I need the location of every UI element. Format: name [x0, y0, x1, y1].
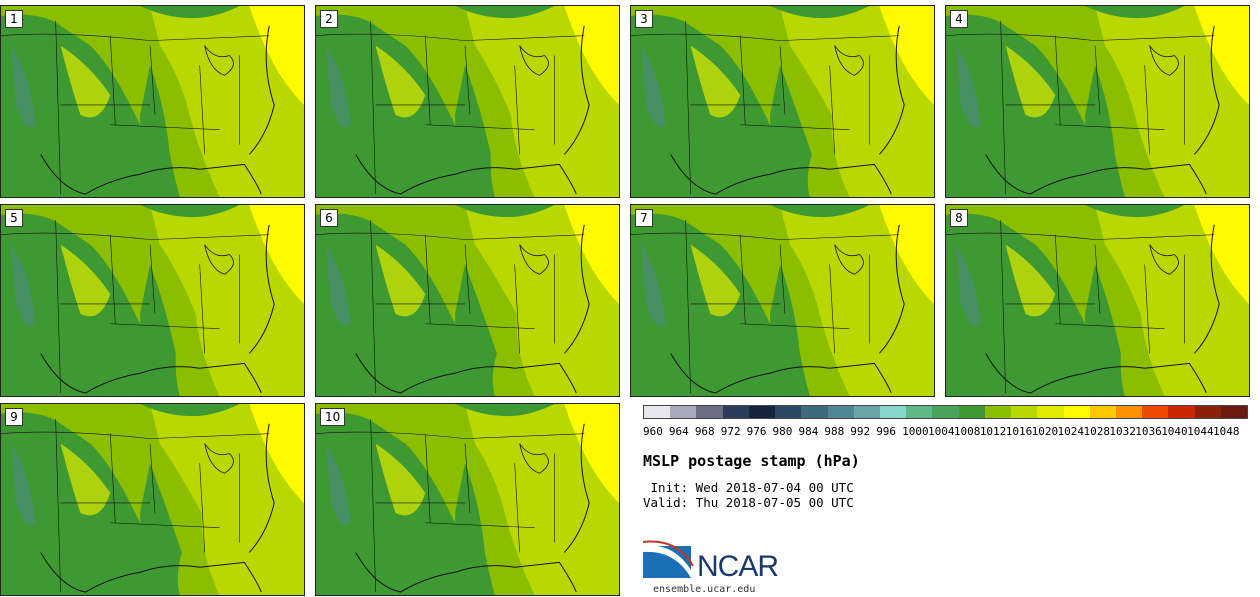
site-url: ensemble.ucar.edu	[653, 584, 756, 595]
mslp-map	[316, 205, 619, 396]
mslp-map	[946, 205, 1249, 396]
mslp-map	[631, 205, 934, 396]
legend-swatch	[1011, 406, 1038, 418]
legend-label: 980	[772, 425, 793, 438]
legend-label: 992	[850, 425, 871, 438]
legend-label: 1000	[902, 425, 929, 438]
logo-text: NCAR	[697, 550, 779, 583]
map-panel-6: 6	[315, 204, 620, 397]
legend-swatch	[775, 406, 802, 418]
legend-swatch	[748, 406, 776, 418]
legend-label: 1020	[1031, 425, 1059, 438]
member-number: 9	[5, 408, 23, 426]
init-time: Init: Wed 2018-07-04 00 UTC	[643, 480, 854, 495]
legend-swatch	[1194, 406, 1221, 418]
member-number: 2	[320, 10, 338, 28]
legend-label: 1040	[1161, 425, 1188, 438]
member-number: 5	[5, 209, 23, 227]
map-panel-10: 10	[315, 403, 620, 596]
legend-swatch	[1220, 406, 1248, 418]
legend-label: 1016	[1005, 425, 1033, 438]
mslp-map	[316, 404, 619, 595]
map-panel-8: 8	[945, 204, 1250, 397]
legend-swatch	[906, 406, 933, 418]
legend-label: 988	[824, 425, 845, 438]
legend-label: 968	[694, 425, 715, 438]
legend-swatch	[801, 406, 828, 418]
legend-swatch	[670, 406, 697, 418]
legend-swatch	[1168, 406, 1195, 418]
chart-title: MSLP postage stamp (hPa)	[643, 452, 860, 470]
member-number: 3	[635, 10, 653, 28]
map-panel-2: 2	[315, 5, 620, 198]
legend-label: 1004	[928, 425, 955, 438]
legend-label: 1012	[979, 425, 1007, 438]
mslp-map	[1, 6, 304, 197]
legend-label: 1028	[1083, 425, 1110, 438]
mslp-map	[1, 205, 304, 396]
legend-swatch	[958, 406, 985, 418]
legend-label: 984	[798, 425, 819, 438]
member-number: 1	[5, 10, 23, 28]
color-legend	[643, 405, 1248, 419]
legend-swatch	[1115, 406, 1143, 418]
legend-swatch	[1089, 406, 1116, 418]
mslp-map	[1, 404, 304, 595]
legend-label: 996	[876, 425, 897, 438]
legend-label: 1048	[1213, 425, 1240, 438]
map-panel-9: 9	[0, 403, 305, 596]
legend-swatch	[1037, 406, 1064, 418]
legend-swatch	[1063, 406, 1090, 418]
member-number: 10	[320, 408, 346, 426]
legend-swatch	[1142, 406, 1169, 418]
map-panel-4: 4	[945, 5, 1250, 198]
legend-label: 1036	[1135, 425, 1162, 438]
legend-label: 976	[746, 425, 767, 438]
legend-swatch	[827, 406, 854, 418]
mslp-map	[946, 6, 1249, 197]
legend-label: 1024	[1057, 425, 1085, 438]
legend-label: 960	[643, 425, 663, 438]
legend-swatch	[879, 406, 907, 418]
valid-time: Valid: Thu 2018-07-05 00 UTC	[643, 495, 854, 510]
map-panel-3: 3	[630, 5, 935, 198]
legend-label: 1044	[1187, 425, 1214, 438]
member-number: 4	[950, 10, 968, 28]
member-number: 8	[950, 209, 968, 227]
legend-swatch	[984, 406, 1012, 418]
legend-label: 964	[668, 425, 689, 438]
legend-label: 1008	[953, 425, 981, 438]
map-panel-7: 7	[630, 204, 935, 397]
mslp-map	[316, 6, 619, 197]
member-number: 6	[320, 209, 338, 227]
ncar-logo-icon	[643, 540, 694, 578]
legend-label: 972	[720, 425, 741, 438]
member-number: 7	[635, 209, 653, 227]
legend-swatch	[722, 406, 749, 418]
legend-swatch	[932, 406, 959, 418]
mslp-map	[631, 6, 934, 197]
map-panel-1: 1	[0, 5, 305, 198]
legend-swatch	[853, 406, 880, 418]
legend-swatch	[644, 406, 671, 418]
legend-label: 1032	[1109, 425, 1136, 438]
map-panel-5: 5	[0, 204, 305, 397]
legend-labels: 960 964 968 972 976 980 984 988 992 996 1000 1004 10…	[632, 425, 1252, 439]
legend-swatch	[696, 406, 723, 418]
